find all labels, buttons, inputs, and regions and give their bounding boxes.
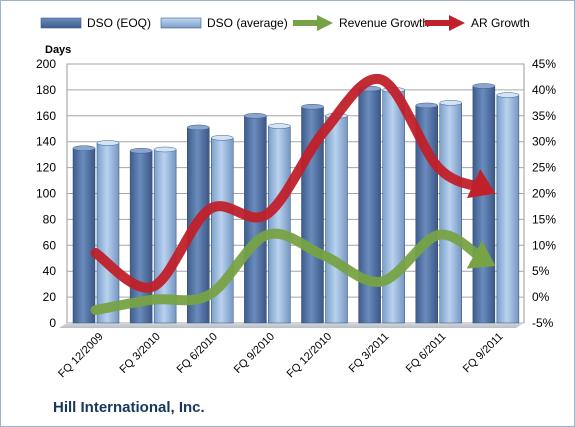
revenue-growth-arrow bbox=[466, 240, 496, 269]
left-tick-label: 160 bbox=[36, 109, 56, 123]
legend-label-dso-average-: DSO (average) bbox=[207, 16, 288, 30]
legend-label-dso-eoq-: DSO (EOQ) bbox=[87, 16, 151, 30]
legend-swatch-dso-average- bbox=[160, 17, 202, 29]
bar-dso-average bbox=[439, 102, 462, 324]
legend-swatch-dso-eoq- bbox=[40, 17, 82, 29]
left-tick-label: 20 bbox=[43, 290, 57, 304]
category-label: FQ 6/2010 bbox=[175, 331, 220, 376]
company-name: Hill International, Inc. bbox=[53, 399, 205, 416]
right-tick-label: 35% bbox=[532, 109, 556, 123]
category-label: FQ 6/2011 bbox=[404, 331, 449, 376]
bar-dso-average bbox=[96, 142, 120, 324]
bar-top bbox=[472, 83, 496, 89]
left-tick-label: 180 bbox=[36, 83, 56, 97]
legend-label-revenue-growth: Revenue Growth bbox=[339, 16, 429, 30]
revenue-growth-line bbox=[90, 228, 489, 316]
bar-top bbox=[301, 103, 324, 110]
bar-dso-average bbox=[268, 125, 291, 324]
bar-top bbox=[153, 146, 177, 153]
left-axis-label: Days bbox=[45, 44, 71, 56]
right-tick-label: 25% bbox=[532, 161, 556, 175]
category-label: FQ 12/2009 bbox=[56, 331, 106, 381]
category-label: FQ 12/2010 bbox=[285, 331, 335, 381]
ar-growth-line bbox=[90, 73, 488, 293]
left-tick-label: 40 bbox=[43, 264, 57, 278]
bars bbox=[72, 83, 520, 324]
right-tick-label: 15% bbox=[532, 212, 556, 226]
right-tick-label: 10% bbox=[532, 238, 556, 252]
right-tick-label: 45% bbox=[532, 57, 556, 71]
left-tick-label: 60 bbox=[43, 238, 57, 252]
left-tick-label: 100 bbox=[36, 187, 56, 201]
bar-dso-average bbox=[496, 94, 520, 324]
bar-top bbox=[496, 92, 520, 98]
legend-arrow-revenue-growth bbox=[317, 15, 333, 31]
right-tick-label: -5% bbox=[532, 316, 554, 330]
category-label: FQ 3/2011 bbox=[347, 331, 392, 376]
bar-top bbox=[439, 100, 462, 106]
bar-dso-eoq bbox=[472, 85, 496, 324]
bar-top bbox=[187, 124, 210, 131]
right-tick-label: 40% bbox=[532, 83, 556, 97]
ar-growth-arrow bbox=[466, 169, 496, 199]
left-tick-label: 0 bbox=[49, 316, 56, 330]
left-tick-label: 140 bbox=[36, 135, 56, 149]
left-tick-label: 120 bbox=[36, 161, 56, 175]
chart-floor bbox=[59, 323, 524, 328]
bar-top bbox=[415, 102, 438, 109]
trend-lines bbox=[90, 73, 496, 316]
right-tick-label: 20% bbox=[532, 187, 556, 201]
bar-dso-eoq bbox=[358, 88, 381, 324]
bar-top bbox=[129, 148, 153, 154]
bar-dso-average bbox=[382, 89, 405, 324]
left-tick-label: 200 bbox=[36, 57, 56, 71]
bar-dso-average bbox=[325, 115, 348, 324]
category-label: FQ 9/2010 bbox=[232, 331, 277, 376]
bar-top bbox=[96, 140, 120, 146]
right-tick-label: 0% bbox=[532, 290, 550, 304]
category-label: FQ 9/2011 bbox=[461, 331, 506, 376]
left-tick-label: 80 bbox=[43, 212, 57, 226]
legend-arrow-ar-growth bbox=[449, 15, 465, 31]
right-tick-label: 5% bbox=[532, 264, 550, 278]
bar-top bbox=[244, 113, 267, 119]
legend-label-ar-growth: AR Growth bbox=[471, 16, 530, 30]
bar-top bbox=[268, 123, 291, 129]
bar-top bbox=[72, 145, 96, 151]
category-label: FQ 3/2010 bbox=[118, 331, 163, 376]
bar-dso-eoq bbox=[72, 147, 96, 324]
bar-top bbox=[211, 135, 234, 141]
right-tick-label: 30% bbox=[532, 135, 556, 149]
legend: DSO (EOQ) DSO (average) Revenue Growth AR G… bbox=[40, 15, 530, 31]
